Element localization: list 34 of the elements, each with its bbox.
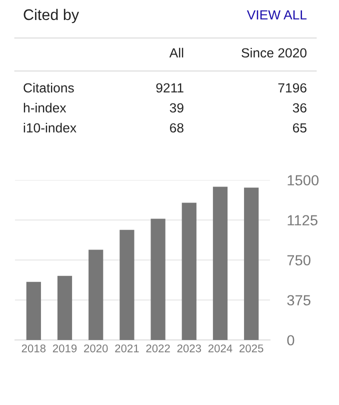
category-label: h-index: [24, 102, 66, 113]
bar: [182, 202, 196, 340]
category-label: Citations: [24, 82, 74, 93]
data-label: 9211: [156, 83, 184, 93]
x-tick-label: 2019: [52, 344, 77, 352]
y-tick-label: 0: [287, 335, 294, 346]
bar: [26, 282, 41, 340]
data-label: 7196: [278, 83, 306, 93]
x-tick-label: 2020: [84, 344, 108, 352]
data-label: 36: [292, 103, 306, 113]
text: All: [169, 48, 184, 58]
x-tick-label: 2025: [240, 344, 264, 352]
y-tick-label: 375: [287, 295, 310, 306]
y-tick-label: 1500: [288, 175, 319, 186]
bar: [88, 250, 104, 340]
bar: [57, 276, 72, 340]
x-tick-label: 2022: [146, 344, 170, 352]
data-label: 39: [170, 103, 184, 113]
x-tick-label: 2021: [115, 344, 139, 352]
bar: [212, 186, 228, 340]
x-tick-label: 2023: [177, 344, 202, 352]
text: VIEW ALL: [246, 10, 307, 20]
category-label: i10-index: [24, 122, 76, 133]
data-label: 65: [292, 123, 306, 133]
bar: [150, 218, 166, 340]
bar: [120, 230, 134, 340]
x-tick-label: 2024: [208, 344, 232, 352]
text: Cited by: [24, 8, 80, 24]
y-tick-label: 1125: [288, 215, 318, 226]
text: Since 2020: [242, 48, 306, 58]
data-label: 68: [170, 123, 184, 133]
x-tick-label: 2018: [22, 344, 46, 352]
bar: [244, 188, 259, 340]
y-tick-label: 750: [287, 255, 310, 266]
